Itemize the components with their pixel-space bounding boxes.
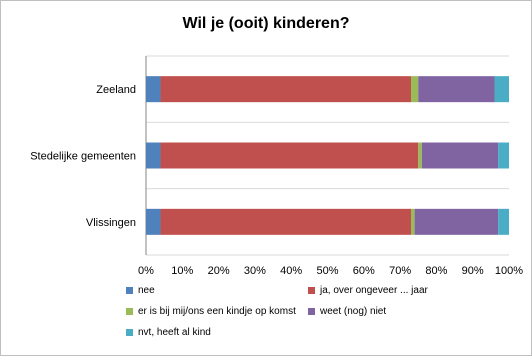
bar-segment-er-is-bij-mij-ons-een-kindje-op-komst	[418, 142, 422, 169]
x-tick-label: 30%	[244, 265, 266, 277]
bar-segment-weet-nog-niet	[421, 142, 499, 169]
x-tick-label: 60%	[353, 265, 375, 277]
x-tick-label: 40%	[280, 265, 302, 277]
category-label: Zeeland	[96, 84, 136, 96]
bar-segment-nee	[146, 142, 161, 169]
x-tick-label: 0%	[138, 265, 154, 277]
x-tick-label: 70%	[389, 265, 411, 277]
bar-segment-er-is-bij-mij-ons-een-kindje-op-komst	[410, 208, 415, 235]
bar-segment-ja-over-ongeveer-jaar	[160, 76, 411, 103]
bar-segment-weet-nog-niet	[414, 208, 499, 235]
category-label: Stedelijke gemeenten	[30, 151, 136, 163]
bar-segment-weet-nog-niet	[418, 76, 495, 103]
bar-segment-ja-over-ongeveer-jaar	[160, 208, 411, 235]
bar-segment-er-is-bij-mij-ons-een-kindje-op-komst	[410, 76, 419, 103]
x-tick-label: 20%	[208, 265, 230, 277]
x-tick-label: 100%	[495, 265, 523, 277]
bar-segment-nvt-heeft-al-kind	[498, 142, 509, 169]
bar-segment-nvt-heeft-al-kind	[498, 208, 509, 235]
x-tick-label: 80%	[425, 265, 447, 277]
bar-segment-nvt-heeft-al-kind	[494, 76, 509, 103]
bar-segment-nee	[146, 76, 161, 103]
bar-segment-ja-over-ongeveer-jaar	[160, 142, 419, 169]
x-tick-label: 10%	[171, 265, 193, 277]
category-label: Vlissingen	[86, 217, 136, 229]
chart-title: Wil je (ooit) kinderen?	[182, 15, 350, 32]
x-tick-label: 50%	[316, 265, 338, 277]
x-tick-label: 90%	[462, 265, 484, 277]
bar-segment-nee	[146, 208, 161, 235]
